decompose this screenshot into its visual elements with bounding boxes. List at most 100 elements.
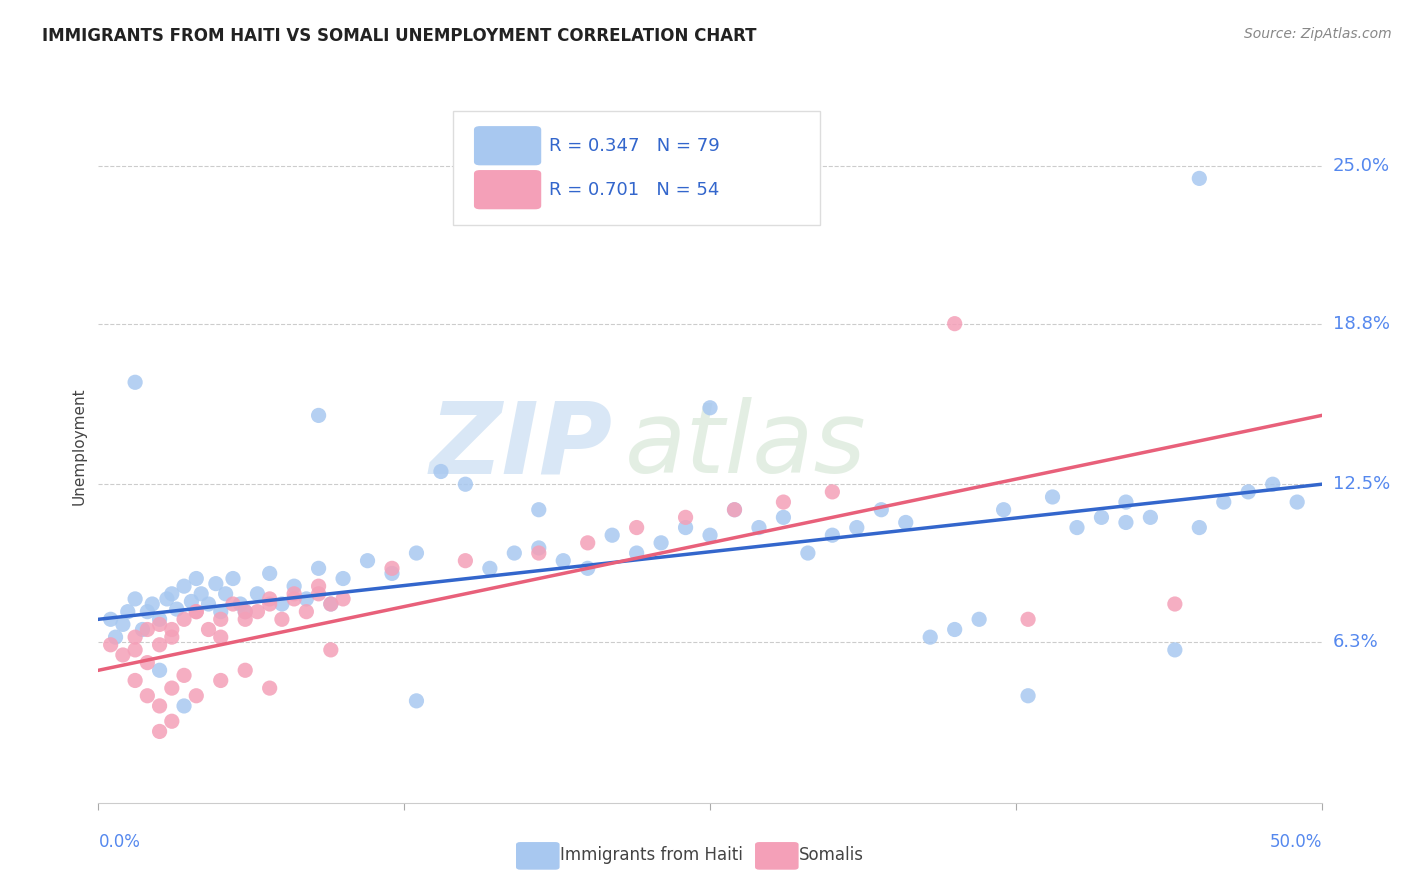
Text: R = 0.701   N = 54: R = 0.701 N = 54 [548,181,718,199]
Point [821,528,844,542]
Point [870,502,893,516]
Text: ZIP: ZIP [429,398,612,494]
Point [160,587,183,601]
Text: 12.5%: 12.5% [1333,475,1391,493]
Point [1042,490,1064,504]
Point [259,597,281,611]
Point [214,587,236,601]
Point [1261,477,1284,491]
Point [675,510,697,524]
Point [772,495,794,509]
Point [197,597,219,611]
Point [454,554,477,568]
Point [308,409,330,423]
FancyBboxPatch shape [453,111,820,225]
Point [149,724,172,739]
Point [1188,520,1211,534]
Point [675,520,697,534]
Point [233,663,256,677]
Point [920,630,942,644]
Point [205,576,228,591]
Point [270,612,294,626]
Point [699,528,721,542]
Text: atlas: atlas [624,398,866,494]
Point [943,317,966,331]
FancyBboxPatch shape [474,126,541,165]
Text: 25.0%: 25.0% [1333,157,1391,175]
Point [821,484,844,499]
Point [626,520,648,534]
Point [173,612,195,626]
Point [186,605,208,619]
Point [259,681,281,695]
Point [229,597,252,611]
Text: 50.0%: 50.0% [1270,833,1322,851]
Point [173,668,195,682]
Point [527,546,550,560]
Point [136,656,159,670]
Point [699,401,721,415]
Point [295,605,318,619]
Point [1286,495,1309,509]
Point [319,597,342,611]
Y-axis label: Unemployment: Unemployment [72,387,87,505]
Text: Source: ZipAtlas.com: Source: ZipAtlas.com [1244,27,1392,41]
Text: R = 0.347   N = 79: R = 0.347 N = 79 [548,136,720,154]
Point [246,605,269,619]
Point [160,630,183,644]
Point [136,623,159,637]
Point [149,638,172,652]
Point [173,698,195,713]
Point [186,572,208,586]
Point [1066,520,1088,534]
Point [166,602,188,616]
Point [270,597,294,611]
Point [124,630,146,644]
Text: 18.8%: 18.8% [1333,315,1389,333]
Point [319,597,342,611]
Point [117,605,139,619]
Point [430,465,453,479]
Point [209,630,232,644]
Text: 0.0%: 0.0% [98,833,141,851]
Point [160,681,183,695]
Point [1090,510,1112,524]
Point [723,502,745,516]
Point [1188,171,1211,186]
Point [149,698,172,713]
Point [124,376,146,390]
Point [186,605,208,619]
Point [332,591,354,606]
Point [943,623,966,637]
Point [576,561,599,575]
Point [246,587,269,601]
Point [149,617,172,632]
Point [197,623,219,637]
Point [381,561,404,575]
Point [190,587,212,601]
Point [209,605,232,619]
Point [160,714,183,729]
Point [748,520,770,534]
Point [233,605,256,619]
Point [772,510,794,524]
Point [478,561,501,575]
Point [576,536,599,550]
Point [222,572,245,586]
Point [405,546,427,560]
Text: 6.3%: 6.3% [1333,633,1378,651]
Point [100,638,122,652]
Point [222,597,245,611]
Point [233,605,256,619]
Point [149,663,172,677]
Point [381,566,404,581]
Point [283,591,305,606]
Point [283,579,305,593]
Text: Somalis: Somalis [799,847,863,864]
Point [845,520,868,534]
Point [1212,495,1234,509]
Point [186,689,208,703]
Point [308,561,330,575]
Point [259,591,281,606]
Point [104,630,127,644]
